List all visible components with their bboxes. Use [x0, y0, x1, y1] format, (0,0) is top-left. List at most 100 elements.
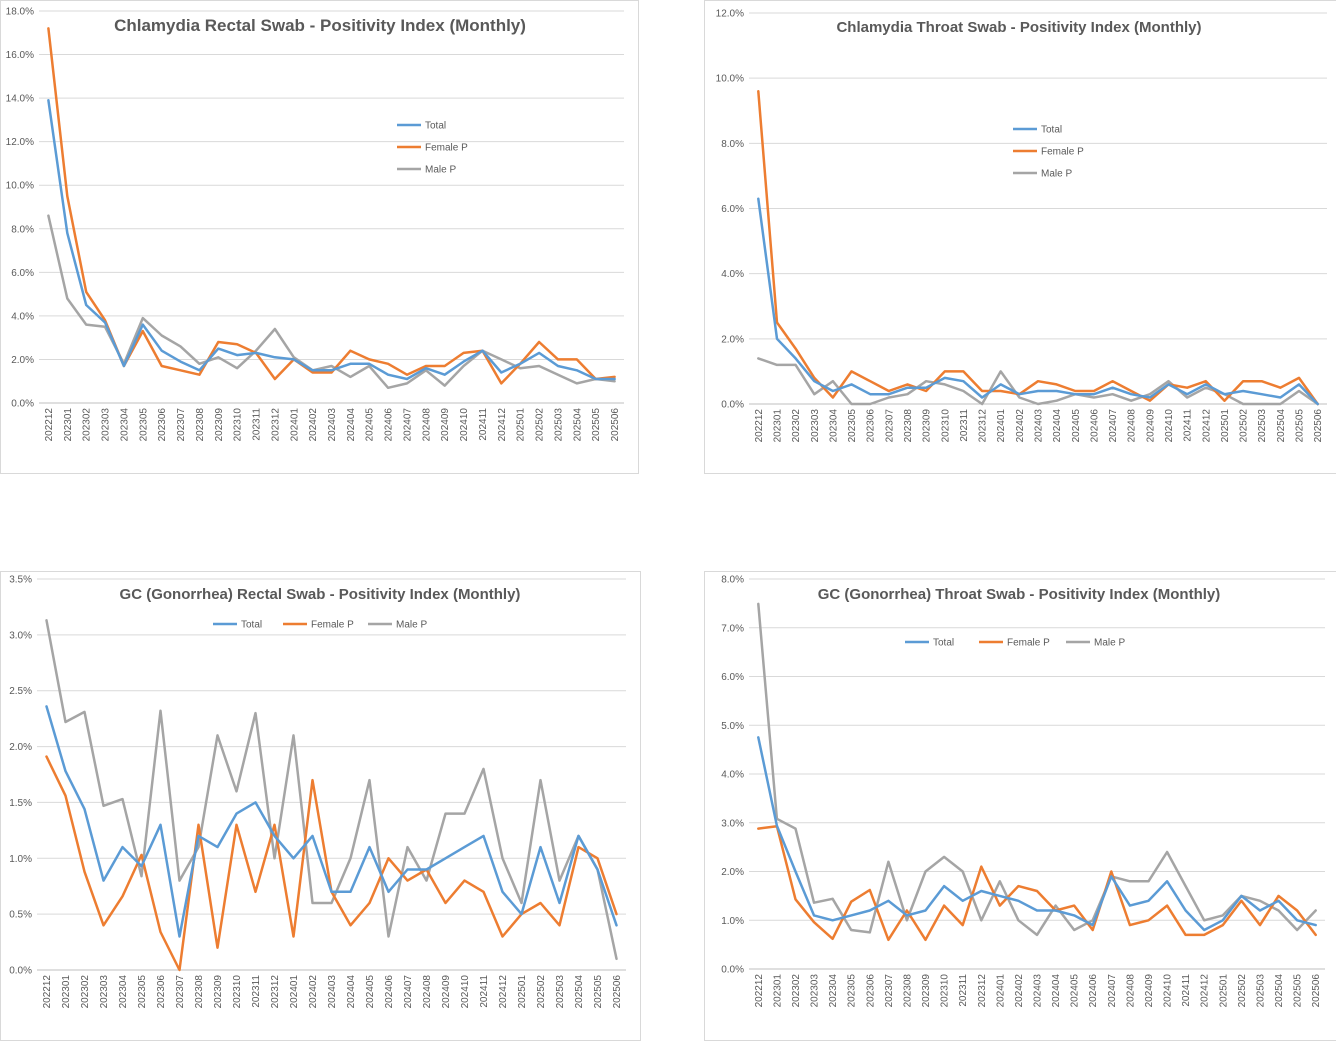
y-tick-label: 5.0% — [721, 721, 744, 732]
x-tick-label: 202301 — [772, 409, 783, 443]
x-tick-label: 202403 — [1033, 974, 1044, 1008]
x-tick-label: 202505 — [1293, 974, 1304, 1008]
x-tick-label: 202411 — [1181, 974, 1192, 1007]
x-tick-label: 202408 — [422, 975, 433, 1009]
chlamydia-throat-chart: 0.0% 2.0% 4.0% 6.0% 8.0% 10.0% 12.0% 202212 2023… — [704, 0, 1336, 474]
x-tick-label: 202503 — [1257, 409, 1268, 443]
x-tick-label: 202312 — [270, 975, 281, 1009]
x-tick-label: 202401 — [995, 974, 1006, 1008]
x-tick-label: 202403 — [327, 975, 338, 1009]
y-tick-label: 18.0% — [6, 7, 34, 18]
chart-svg: 0.0% 2.0% 4.0% 6.0% 8.0% 10.0% 12.0% 202212 2023… — [716, 9, 1327, 443]
x-tick-label: 202212 — [42, 975, 53, 1009]
y-tick-label: 1.0% — [721, 916, 744, 927]
x-tick-label: 202301 — [772, 974, 783, 1008]
x-tick-label: 202310 — [940, 409, 951, 443]
y-tick-label: 3.0% — [721, 818, 744, 829]
y-tick-label: 2.0% — [721, 867, 744, 878]
x-tick-label: 202305 — [847, 409, 858, 443]
x-tick-label: 202310 — [232, 975, 243, 1009]
chart-title: Chlamydia Throat Swab - Positivity Index… — [836, 19, 1201, 36]
x-tick-label: 202212 — [44, 408, 55, 442]
legend-label-total: Total — [933, 638, 954, 649]
chlamydia-rectal-chart: 0.0% 2.0% 4.0% 6.0% 8.0% 10.0% 12.0% 14.0% 16.0%… — [0, 0, 639, 474]
legend-label-male-p: Male P — [425, 165, 456, 176]
x-tick-label: 202302 — [80, 975, 91, 1009]
x-tick-label: 202501 — [1218, 974, 1229, 1008]
x-tick-label: 202409 — [1145, 409, 1156, 443]
x-tick-label: 202402 — [308, 408, 319, 442]
x-tick-label: 202412 — [1200, 974, 1211, 1008]
y-tick-label: 2.0% — [721, 334, 744, 345]
y-tick-label: 0.0% — [721, 400, 744, 411]
series-line-male-p — [47, 214, 616, 390]
x-tick-label: 202404 — [346, 408, 357, 442]
x-tick-label: 202501 — [516, 408, 527, 442]
y-tick-label: 1.5% — [9, 798, 32, 809]
x-tick-label: 202401 — [996, 409, 1007, 443]
y-tick-label: 4.0% — [11, 311, 34, 322]
x-tick-label: 202412 — [498, 975, 509, 1009]
legend-label-total: Total — [241, 620, 262, 631]
series-line-total — [757, 197, 1319, 406]
x-tick-label: 202503 — [1255, 974, 1266, 1008]
x-tick-label: 202408 — [1125, 974, 1136, 1008]
x-tick-label: 202409 — [1144, 974, 1155, 1008]
y-tick-label: 1.0% — [9, 854, 32, 865]
x-tick-label: 202404 — [1052, 409, 1063, 443]
x-tick-label: 202412 — [1201, 409, 1212, 443]
x-tick-label: 202303 — [810, 409, 821, 443]
chart-svg: 0.0% 2.0% 4.0% 6.0% 8.0% 10.0% 12.0% 14.0% 16.0%… — [6, 7, 624, 442]
x-tick-label: 202504 — [1276, 409, 1287, 443]
x-tick-label: 202310 — [940, 974, 951, 1008]
x-tick-label: 202307 — [884, 974, 895, 1008]
x-tick-label: 202502 — [1237, 974, 1248, 1008]
x-tick-label: 202401 — [289, 975, 300, 1009]
y-tick-label: 10.0% — [716, 74, 744, 85]
series-line-female-p — [45, 755, 618, 972]
x-tick-label: 202308 — [194, 975, 205, 1009]
x-tick-label: 202505 — [593, 975, 604, 1009]
x-tick-label: 202212 — [754, 409, 765, 443]
y-tick-label: 3.5% — [9, 575, 32, 586]
x-tick-label: 202506 — [610, 408, 621, 442]
x-tick-label: 202401 — [289, 408, 300, 442]
x-tick-label: 202503 — [555, 975, 566, 1009]
x-tick-label: 202405 — [365, 408, 376, 442]
x-tick-label: 202402 — [1014, 974, 1025, 1008]
y-tick-label: 14.0% — [6, 94, 34, 105]
chart-svg: 0.0% 1.0% 2.0% 3.0% 4.0% 5.0% 6.0% 7.0% 8.0% 2022… — [721, 575, 1325, 1008]
legend-label-female-p: Female P — [311, 620, 354, 631]
x-tick-label: 202410 — [460, 975, 471, 1009]
x-tick-label: 202301 — [63, 408, 74, 442]
x-tick-label: 202306 — [865, 974, 876, 1008]
x-tick-label: 202312 — [977, 974, 988, 1008]
legend-label-total: Total — [1041, 125, 1062, 136]
chart-title: Chlamydia Rectal Swab - Positivity Index… — [114, 16, 526, 35]
x-tick-label: 202305 — [847, 974, 858, 1008]
y-tick-label: 6.0% — [11, 268, 34, 279]
x-tick-label: 202504 — [572, 408, 583, 442]
y-tick-label: 3.0% — [9, 630, 32, 641]
x-tick-label: 202407 — [402, 408, 413, 442]
series-line-total — [757, 736, 1317, 932]
x-tick-label: 202301 — [61, 975, 72, 1009]
x-tick-label: 202503 — [553, 408, 564, 442]
series-line-total — [45, 705, 618, 938]
series-line-female-p — [757, 824, 1317, 942]
x-tick-label: 202303 — [810, 974, 821, 1008]
x-tick-label: 202306 — [157, 408, 168, 442]
x-tick-label: 202311 — [958, 974, 969, 1007]
legend-label-female-p: Female P — [1041, 147, 1084, 158]
x-tick-label: 202403 — [327, 408, 338, 442]
legend-label-total: Total — [425, 121, 446, 132]
y-tick-label: 6.0% — [721, 204, 744, 215]
x-tick-label: 202212 — [754, 974, 765, 1008]
legend-label-female-p: Female P — [1007, 638, 1050, 649]
x-tick-label: 202410 — [1163, 974, 1174, 1008]
y-tick-label: 2.0% — [11, 355, 34, 366]
x-tick-label: 202408 — [421, 408, 432, 442]
x-tick-label: 202309 — [213, 975, 224, 1009]
chart-title: GC (Gonorrhea) Rectal Swab - Positivity … — [120, 586, 521, 603]
x-tick-label: 202409 — [440, 408, 451, 442]
